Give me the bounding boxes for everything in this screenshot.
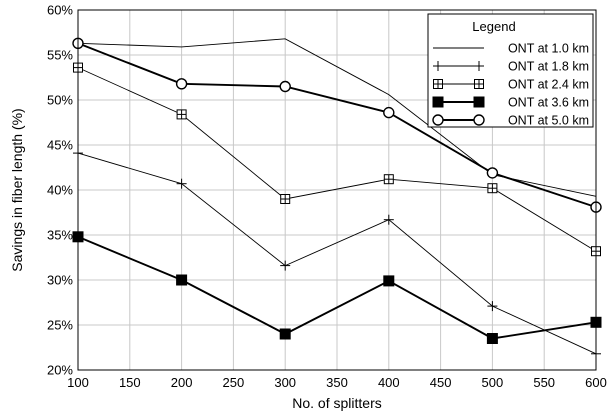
legend-entry: ONT at 2.4 km: [433, 78, 589, 92]
data-point: [280, 194, 291, 204]
legend-marker: [432, 114, 444, 126]
legend-marker: [473, 114, 485, 126]
y-tick-label: 55%: [47, 48, 73, 63]
series-line-5: [77, 42, 597, 209]
x-tick-label: 400: [378, 375, 400, 390]
y-tick-label: 40%: [47, 183, 73, 198]
x-tick-labels: 100 150 200 250 300 350 400 450 500 550 600: [67, 375, 607, 390]
y-tick-label: 20%: [47, 363, 73, 378]
legend-entry: ONT at 1.0 km: [433, 42, 589, 56]
data-point: [487, 301, 498, 312]
data-point: [486, 333, 498, 344]
x-tick-label: 500: [482, 375, 504, 390]
data-point: [280, 260, 291, 271]
x-tick-label: 600: [585, 375, 607, 390]
x-axis-label: No. of splitters: [292, 395, 381, 411]
data-point: [176, 178, 187, 189]
y-tick-label: 60%: [47, 3, 73, 18]
legend-entry: ONT at 1.8 km: [433, 60, 589, 74]
x-tick-label: 150: [119, 375, 141, 390]
legend-title: Legend: [472, 19, 515, 34]
series-line-2: [77, 152, 597, 355]
legend-entry: ONT at 5.0 km: [432, 114, 589, 128]
legend-marker: [433, 61, 443, 71]
legend-marker: [473, 96, 485, 108]
data-point: [175, 78, 188, 90]
y-tick-labels: 20% 25% 30% 35% 40% 45% 50% 55% 60%: [47, 3, 73, 378]
x-tick-label: 350: [326, 375, 348, 390]
y-axis-label: Savings in fiber length (%): [9, 108, 25, 271]
legend-label: ONT at 1.0 km: [508, 42, 589, 56]
series-line-4: [77, 235, 597, 340]
data-point: [383, 106, 395, 119]
data-point: [486, 167, 499, 179]
series-lines: [77, 38, 597, 355]
x-tick-label: 450: [430, 375, 452, 390]
data-point: [176, 274, 188, 286]
data-point: [176, 109, 187, 120]
x-tick-label: 100: [67, 375, 89, 390]
legend-label: ONT at 5.0 km: [508, 114, 589, 128]
x-tick-label: 200: [171, 375, 193, 390]
data-point: [487, 183, 498, 194]
x-tick-label: 300: [274, 375, 296, 390]
legend-marker: [474, 79, 484, 89]
plot-frame: [77, 9, 597, 371]
legend-box: [427, 13, 594, 128]
data-point: [383, 174, 394, 185]
series-line-3: [77, 67, 597, 252]
y-tick-label: 25%: [47, 318, 73, 333]
x-tick-label: 250: [223, 375, 245, 390]
legend-entry: ONT at 3.6 km: [432, 96, 589, 110]
data-point: [279, 80, 291, 93]
legend-label: ONT at 3.6 km: [508, 96, 589, 110]
data-point: [383, 275, 395, 287]
y-tick-label: 30%: [47, 273, 73, 288]
data-point: [383, 214, 394, 225]
legend-marker: [433, 79, 443, 89]
y-tick-label: 35%: [47, 228, 73, 243]
legend-marker: [432, 96, 444, 108]
y-tick-label: 45%: [47, 138, 73, 153]
legend-marker: [474, 61, 484, 71]
x-tick-label: 550: [533, 375, 555, 390]
legend-label: ONT at 2.4 km: [508, 78, 589, 92]
y-tick-label: 50%: [47, 93, 73, 108]
legend-label: ONT at 1.8 km: [508, 60, 589, 74]
data-point: [279, 328, 291, 340]
legend-entries: ONT at 1.0 km ONT at 1.8 km ONT at 2.4 km O…: [432, 42, 589, 128]
